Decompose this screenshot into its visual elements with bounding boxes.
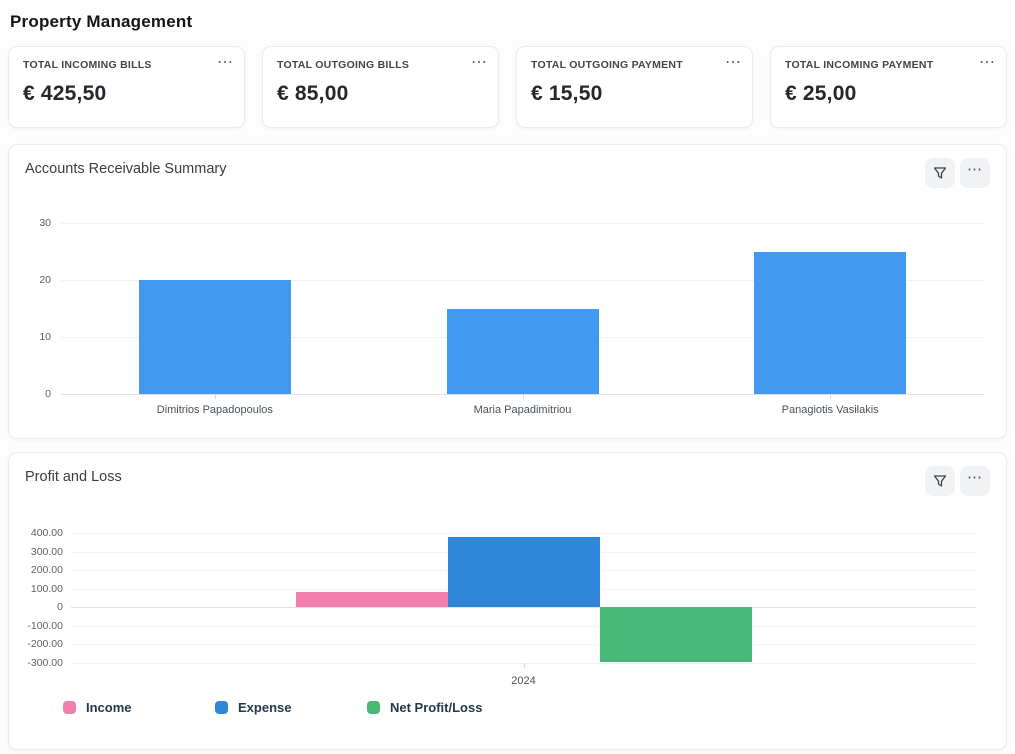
category-slot: Dimitrios Papadopoulos	[61, 223, 369, 416]
legend-item-income[interactable]: Income	[63, 700, 215, 715]
y-axis-tick-label: 30	[39, 217, 51, 229]
kpi-card-total-incoming-bills: TOTAL INCOMING BILLS ⋯ € 425,50	[8, 46, 245, 128]
legend-swatch-icon	[215, 701, 228, 714]
legend-item-net-profit-loss[interactable]: Net Profit/Loss	[367, 700, 519, 715]
x-axis-tick	[214, 394, 216, 399]
bar-panagiotis-vasilakis[interactable]	[754, 251, 907, 394]
kpi-card-total-outgoing-bills: TOTAL OUTGOING BILLS ⋯ € 85,00	[262, 46, 499, 128]
kpi-value: € 25,00	[785, 82, 857, 105]
funnel-icon	[933, 474, 947, 488]
accounts-receivable-card: Accounts Receivable Summary ⋯ 30 20 10 0 Dim…	[8, 144, 1007, 439]
bar-expense[interactable]	[447, 536, 600, 608]
x-axis-category-label: 2024	[511, 675, 536, 687]
x-axis-tick	[523, 663, 525, 668]
y-axis-tick-label: 0	[45, 388, 51, 400]
kpi-value: € 15,50	[531, 82, 603, 105]
x-axis-category-label: Dimitrios Papadopoulos	[156, 404, 273, 416]
y-axis-tick-label: 400.00	[30, 527, 63, 539]
bar-net-profit-loss[interactable]	[599, 607, 752, 663]
card-header: Accounts Receivable Summary ⋯	[9, 145, 1006, 188]
receivable-bar-chart: 30 20 10 0 Dimitrios Papadopoulos Maria Papad…	[39, 217, 984, 416]
ellipsis-menu-icon[interactable]: ⋯	[471, 51, 488, 75]
y-axis-tick-label: -100.00	[27, 619, 63, 632]
legend-swatch-icon	[63, 701, 76, 714]
card-actions: ⋯	[925, 466, 990, 496]
bar-slots: Dimitrios Papadopoulos Maria Papadimitrio…	[61, 223, 984, 416]
gridline	[71, 533, 976, 534]
kpi-value: € 85,00	[277, 82, 349, 105]
x-axis-tick	[522, 394, 524, 399]
kpi-card-total-incoming-payment: TOTAL INCOMING PAYMENT ⋯ € 25,00	[770, 46, 1007, 128]
y-axis-tick-label: 300.00	[30, 545, 63, 558]
ellipsis-menu-icon[interactable]: ⋯	[217, 51, 234, 75]
chart-title: Profit and Loss	[25, 469, 122, 485]
kpi-label: TOTAL INCOMING PAYMENT	[785, 59, 934, 71]
legend-label: Net Profit/Loss	[390, 700, 483, 715]
y-axis-tick-label: -200.00	[27, 638, 63, 651]
legend-label: Expense	[238, 700, 292, 715]
category-slot: Maria Papadimitriou	[369, 223, 677, 416]
gridline	[61, 223, 984, 224]
bar-income[interactable]	[295, 591, 448, 608]
category-slot: Panagiotis Vasilakis	[676, 223, 984, 416]
gridline	[71, 644, 976, 646]
filter-button[interactable]	[925, 466, 955, 496]
gridline	[71, 625, 976, 627]
profit-and-loss-card: Profit and Loss ⋯ 400.00 300.00 200.00 100.…	[8, 452, 1007, 750]
y-axis-tick-label: 100.00	[30, 582, 63, 595]
ellipsis-menu-icon[interactable]: ⋯	[979, 51, 996, 75]
y-axis-tick-label: 10	[39, 331, 51, 343]
kpi-row: TOTAL INCOMING BILLS ⋯ € 425,50 TOTAL OU…	[8, 46, 1007, 128]
chart-legend: Income Expense Net Profit/Loss	[63, 700, 519, 715]
bar-maria-papadimitriou[interactable]	[446, 308, 599, 394]
bar-dimitrios-papadopoulos[interactable]	[138, 280, 291, 394]
page-title: Property Management	[10, 12, 193, 31]
kpi-value: € 425,50	[23, 82, 107, 105]
y-axis-tick-label: -300.00	[27, 657, 63, 669]
profit-loss-bar-chart: 400.00 300.00 200.00 100.00 0 -100.00 -200.00 -…	[27, 527, 976, 687]
more-options-button[interactable]: ⋯	[960, 466, 990, 496]
gridline	[61, 280, 984, 281]
x-axis-category-label: Maria Papadimitriou	[473, 404, 572, 416]
ellipsis-icon: ⋯	[967, 161, 983, 178]
kpi-label: TOTAL OUTGOING PAYMENT	[531, 59, 683, 71]
ellipsis-menu-icon[interactable]: ⋯	[725, 51, 742, 75]
chart-title: Accounts Receivable Summary	[25, 161, 227, 177]
card-header: Profit and Loss ⋯	[9, 453, 1006, 496]
legend-label: Income	[86, 700, 132, 715]
x-axis-line	[71, 607, 976, 609]
ellipsis-icon: ⋯	[967, 469, 983, 486]
legend-swatch-icon	[367, 701, 380, 714]
kpi-label: TOTAL INCOMING BILLS	[23, 59, 152, 71]
y-axis-tick-label: 20	[39, 274, 51, 286]
more-options-button[interactable]: ⋯	[960, 158, 990, 188]
card-actions: ⋯	[925, 158, 990, 188]
y-axis-tick-label: 0	[57, 601, 63, 614]
x-axis-tick	[830, 394, 832, 399]
x-axis-category-label: Panagiotis Vasilakis	[781, 404, 879, 416]
kpi-label: TOTAL OUTGOING BILLS	[277, 59, 410, 71]
legend-item-expense[interactable]: Expense	[215, 700, 367, 715]
funnel-icon	[933, 166, 947, 180]
y-axis-tick-label: 200.00	[30, 564, 63, 577]
filter-button[interactable]	[925, 158, 955, 188]
kpi-card-total-outgoing-payment: TOTAL OUTGOING PAYMENT ⋯ € 15,50	[516, 46, 753, 128]
